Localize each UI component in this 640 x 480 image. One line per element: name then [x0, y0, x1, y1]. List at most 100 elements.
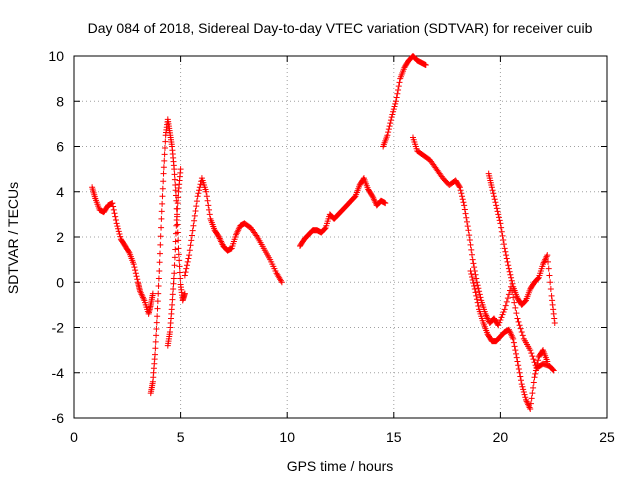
data-point [152, 338, 159, 345]
data-point [203, 188, 210, 195]
data-point [474, 282, 481, 289]
data-point [156, 259, 163, 266]
data-point [134, 276, 141, 283]
data-point [488, 184, 495, 191]
data-point [519, 332, 526, 339]
data-point [535, 357, 542, 364]
data-point [547, 286, 554, 293]
data-point [518, 329, 525, 336]
y-tick-label: 4 [56, 184, 64, 200]
data-point [497, 316, 504, 323]
series-arc2 [147, 116, 188, 397]
data-point [511, 299, 518, 306]
data-point [172, 246, 179, 253]
data-point [387, 117, 394, 124]
data-point [531, 374, 538, 381]
data-point [170, 275, 177, 282]
data-point [498, 224, 505, 231]
data-point [171, 171, 178, 178]
data-point [158, 208, 165, 215]
data-point [459, 193, 466, 200]
data-point [512, 347, 519, 354]
data-point [171, 254, 178, 261]
data-point [132, 267, 139, 274]
data-point [387, 120, 394, 127]
data-point [385, 129, 392, 136]
data-point [187, 242, 194, 249]
y-tick-label: 10 [48, 48, 64, 64]
data-point [170, 280, 177, 287]
data-point [171, 176, 178, 183]
data-point [112, 217, 119, 224]
data-point [518, 377, 525, 384]
data-point [459, 196, 466, 203]
x-tick-label: 5 [177, 429, 185, 445]
data-point [512, 304, 519, 311]
data-point [514, 315, 521, 322]
series-arc7 [409, 134, 557, 374]
data-point [176, 257, 183, 264]
data-point [390, 106, 397, 113]
data-point [500, 309, 507, 316]
data-point [516, 369, 523, 376]
data-point [116, 230, 123, 237]
data-point [468, 273, 475, 280]
data-point [153, 326, 160, 333]
series-arc3 [164, 166, 184, 349]
data-point [153, 332, 160, 339]
data-point [114, 223, 121, 230]
y-tick-label: -4 [52, 365, 65, 381]
data-point [465, 227, 472, 234]
data-point [549, 366, 556, 373]
data-point [154, 305, 161, 312]
data-point [389, 111, 396, 118]
data-point [458, 190, 465, 197]
data-point [368, 192, 375, 199]
chart-title: Day 084 of 2018, Sidereal Day-to-day VTE… [88, 20, 593, 36]
data-point [494, 208, 501, 215]
data-point [117, 233, 124, 240]
y-tick-label: -2 [52, 320, 65, 336]
data-point [192, 207, 199, 214]
data-point [195, 190, 202, 197]
data-point [520, 386, 527, 393]
data-point [390, 108, 397, 115]
data-point [471, 283, 478, 290]
data-point [158, 224, 165, 231]
data-point [500, 237, 507, 244]
data-point [528, 395, 535, 402]
data-point [193, 203, 200, 210]
data-point [153, 319, 160, 326]
data-point [515, 362, 522, 369]
axis-ticks [73, 55, 608, 419]
data-point [154, 313, 161, 320]
data-point [158, 215, 165, 222]
y-tick-label: 2 [56, 229, 64, 245]
data-point [503, 252, 510, 259]
data-point [504, 258, 511, 265]
data-point [467, 241, 474, 248]
series-arc1 [89, 184, 156, 317]
data-point [175, 194, 182, 201]
data-point [469, 256, 476, 263]
data-point [171, 270, 178, 277]
data-point [170, 286, 177, 293]
data-point [393, 94, 400, 101]
data-point [498, 314, 505, 321]
data-point [476, 288, 483, 295]
data-point [391, 103, 398, 110]
data-point [152, 351, 159, 358]
data-point [547, 279, 554, 286]
data-point [549, 297, 556, 304]
data-point [503, 298, 510, 305]
data-point [193, 198, 200, 205]
data-point [183, 262, 190, 269]
y-tick-labels: -6 -4 -2 0 2 4 6 8 10 [48, 48, 64, 426]
data-point [206, 206, 213, 213]
data-point [529, 353, 536, 360]
data-point [545, 265, 552, 272]
data-point [499, 232, 506, 239]
data-point [530, 379, 537, 386]
data-point [159, 185, 166, 192]
